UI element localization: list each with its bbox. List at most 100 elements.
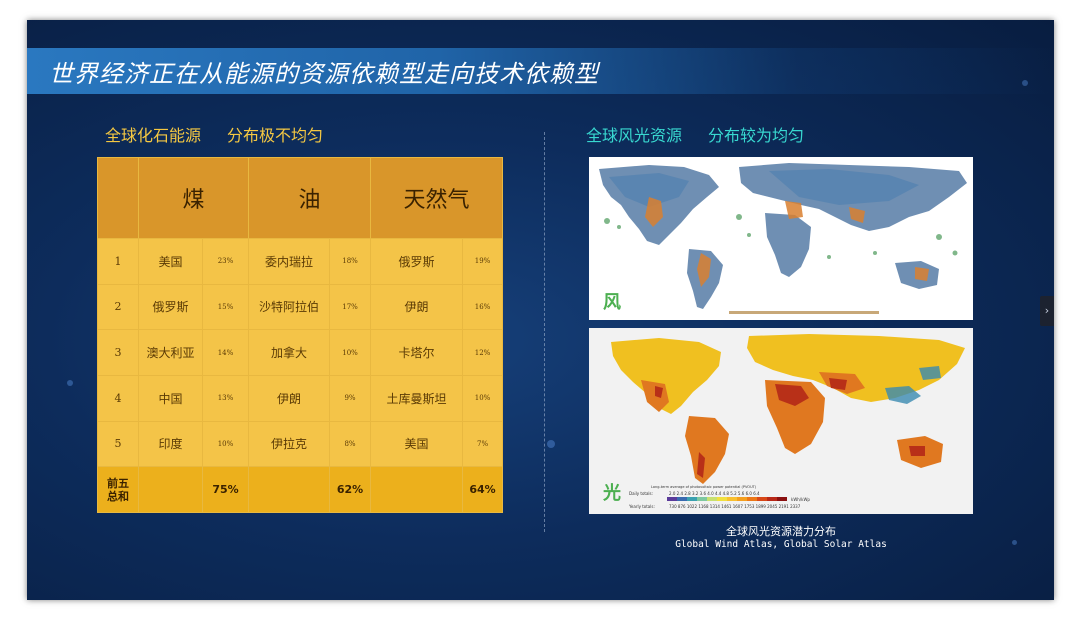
legend-swatch bbox=[747, 497, 757, 501]
legend-swatch bbox=[687, 497, 697, 501]
coal-pct: 10% bbox=[201, 420, 250, 468]
coal-country: 澳大利亚 bbox=[138, 329, 203, 376]
coal-country: 美国 bbox=[138, 238, 203, 285]
solar-label: 光 bbox=[603, 483, 621, 504]
legend-value: 2045 bbox=[767, 504, 778, 509]
decor-dot bbox=[1012, 540, 1017, 545]
gas-country: 美国 bbox=[370, 420, 464, 468]
oil-country: 伊拉克 bbox=[248, 420, 331, 468]
gas-pct: 7% bbox=[462, 420, 504, 468]
decor-dot bbox=[67, 380, 73, 386]
left-subtitle-part1: 全球化石能源 bbox=[105, 126, 202, 145]
legend-value: 6.0 bbox=[745, 491, 752, 496]
legend-value: 1022 bbox=[686, 504, 698, 509]
next-slide-button[interactable]: › bbox=[1040, 296, 1054, 326]
legend-swatch bbox=[677, 497, 687, 501]
rank-cell: 5 bbox=[97, 420, 139, 468]
title-bar bbox=[27, 48, 1054, 94]
map-caption-zh: 全球风光资源潜力分布 bbox=[726, 525, 836, 538]
rank-cell: 3 bbox=[97, 329, 139, 376]
legend-value: 2.0 bbox=[669, 491, 676, 496]
slide: 世界经济正在从能源的资源依赖型走向技术依赖型 全球化石能源 分布极不均匀 全球风光… bbox=[27, 20, 1054, 600]
legend-swatch bbox=[697, 497, 707, 501]
legend-swatch bbox=[767, 497, 777, 501]
legend-swatch bbox=[707, 497, 717, 501]
header-coal: 煤 bbox=[137, 157, 250, 239]
legend-yearly-values: 730 876 1022 1168 1314 1461 1607 1753 18… bbox=[669, 504, 800, 509]
gas-pct: 16% bbox=[462, 283, 504, 331]
header-corner bbox=[97, 157, 139, 239]
legend-value: 3.2 bbox=[691, 491, 699, 496]
legend-swatch bbox=[777, 497, 787, 501]
rank-cell: 2 bbox=[97, 283, 139, 331]
right-subtitle-part2: 分布较为均匀 bbox=[708, 126, 805, 145]
total-spacer bbox=[138, 466, 203, 513]
legend-yearly-label: Yearly totals: bbox=[629, 504, 655, 509]
legend-value: 1461 bbox=[721, 504, 732, 509]
table-header-row: 煤 油 天然气 bbox=[97, 157, 504, 239]
total-coal: 75% bbox=[201, 466, 250, 513]
legend-value: 2191 bbox=[778, 504, 789, 509]
legend-value: 4.8 bbox=[722, 491, 729, 496]
legend-value: 730 bbox=[669, 504, 677, 509]
wind-label: 风 bbox=[603, 292, 621, 313]
legend-value: 876 bbox=[677, 504, 686, 509]
coal-pct: 15% bbox=[201, 283, 250, 331]
legend-value: 3.6 bbox=[699, 491, 706, 496]
legend-value: 5.6 bbox=[737, 491, 745, 496]
legend-swatch bbox=[727, 497, 737, 501]
oil-country: 沙特阿拉伯 bbox=[248, 283, 331, 331]
total-spacer bbox=[370, 466, 464, 513]
table-total-row: 前五 总和 75% 62% 64% bbox=[97, 466, 504, 513]
total-spacer bbox=[248, 466, 331, 513]
legend-value: 2.8 bbox=[684, 491, 691, 496]
gas-country: 俄罗斯 bbox=[370, 238, 464, 285]
header-oil: 油 bbox=[248, 157, 372, 239]
legend-value: 4.4 bbox=[714, 491, 722, 496]
wind-atlas-map: 风 bbox=[589, 157, 973, 320]
gas-pct: 12% bbox=[462, 329, 504, 376]
legend-swatch bbox=[717, 497, 727, 501]
legend-title: Long-term average of photovoltaic power … bbox=[651, 485, 757, 489]
gas-pct: 19% bbox=[462, 238, 504, 285]
table-row: 2 俄罗斯 15% 沙特阿拉伯 17% 伊朗 16% bbox=[97, 283, 504, 331]
oil-pct: 8% bbox=[329, 420, 372, 468]
fossil-energy-table: 煤 油 天然气 1 美国 23% 委内瑞拉 18% 俄罗斯 19% 2 俄罗斯 … bbox=[97, 157, 504, 513]
left-subtitle: 全球化石能源 分布极不均匀 bbox=[105, 122, 349, 146]
oil-pct: 9% bbox=[329, 374, 372, 422]
table-row: 1 美国 23% 委内瑞拉 18% 俄罗斯 19% bbox=[97, 238, 504, 285]
wind-map-graphic bbox=[589, 157, 973, 320]
oil-country: 委内瑞拉 bbox=[248, 238, 331, 285]
legend-value: 4.0 bbox=[707, 491, 714, 496]
left-subtitle-part2: 分布极不均匀 bbox=[227, 126, 324, 145]
dashed-divider bbox=[544, 132, 545, 532]
coal-country: 印度 bbox=[138, 420, 203, 468]
solar-map-graphic bbox=[589, 328, 973, 514]
coal-pct: 23% bbox=[201, 238, 250, 285]
table-row: 3 澳大利亚 14% 加拿大 10% 卡塔尔 12% bbox=[97, 329, 504, 376]
oil-country: 加拿大 bbox=[248, 329, 331, 376]
rank-cell: 4 bbox=[97, 374, 139, 422]
rank-cell: 1 bbox=[97, 238, 139, 285]
legend-daily-label: Daily totals: bbox=[629, 491, 653, 496]
table-row: 5 印度 10% 伊拉克 8% 美国 7% bbox=[97, 420, 504, 468]
right-subtitle-part1: 全球风光资源 bbox=[586, 126, 683, 145]
header-gas: 天然气 bbox=[370, 157, 504, 239]
legend-swatch bbox=[757, 497, 767, 501]
decor-dot bbox=[547, 440, 555, 448]
gas-pct: 10% bbox=[462, 374, 504, 422]
gas-country: 土库曼斯坦 bbox=[370, 374, 464, 422]
total-label: 前五 总和 bbox=[97, 466, 139, 513]
coal-country: 中国 bbox=[138, 374, 203, 422]
slide-title: 世界经济正在从能源的资源依赖型走向技术依赖型 bbox=[49, 60, 599, 88]
total-label-line1: 前五 bbox=[107, 476, 129, 490]
legend-daily-values: 2.0 2.4 2.8 3.2 3.6 4.0 4.4 4.8 5.2 5.6 … bbox=[669, 491, 760, 496]
legend-value: 2337 bbox=[790, 504, 801, 509]
oil-country: 伊朗 bbox=[248, 374, 331, 422]
gas-country: 伊朗 bbox=[370, 283, 464, 331]
gas-country: 卡塔尔 bbox=[370, 329, 464, 376]
coal-pct: 14% bbox=[201, 329, 250, 376]
legend-value: 5.2 bbox=[730, 491, 737, 496]
coal-country: 俄罗斯 bbox=[138, 283, 203, 331]
legend-value: 1168 bbox=[698, 504, 709, 509]
